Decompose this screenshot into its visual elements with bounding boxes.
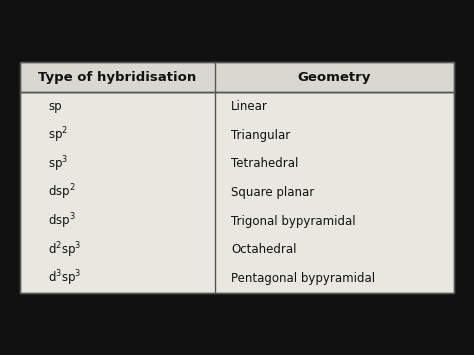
- Bar: [20, 92, 454, 293]
- Text: Tetrahedral: Tetrahedral: [231, 157, 298, 170]
- Text: dsp$^3$: dsp$^3$: [48, 212, 76, 231]
- Text: d$^3$sp$^3$: d$^3$sp$^3$: [48, 269, 82, 289]
- Text: dsp$^2$: dsp$^2$: [48, 183, 75, 202]
- Text: Pentagonal bypyramidal: Pentagonal bypyramidal: [231, 272, 375, 285]
- Text: sp$^2$: sp$^2$: [48, 125, 68, 145]
- Text: Geometry: Geometry: [298, 71, 371, 83]
- Text: sp$^3$: sp$^3$: [48, 154, 68, 174]
- Text: sp: sp: [48, 100, 62, 113]
- Text: Trigonal bypyramidal: Trigonal bypyramidal: [231, 215, 356, 228]
- Text: Octahedral: Octahedral: [231, 244, 297, 256]
- Bar: [20, 62, 454, 293]
- Text: Linear: Linear: [231, 100, 268, 113]
- Text: Type of hybridisation: Type of hybridisation: [38, 71, 197, 83]
- Bar: [20, 62, 454, 92]
- Text: Triangular: Triangular: [231, 129, 290, 142]
- Text: d$^2$sp$^3$: d$^2$sp$^3$: [48, 240, 82, 260]
- Text: Square planar: Square planar: [231, 186, 314, 199]
